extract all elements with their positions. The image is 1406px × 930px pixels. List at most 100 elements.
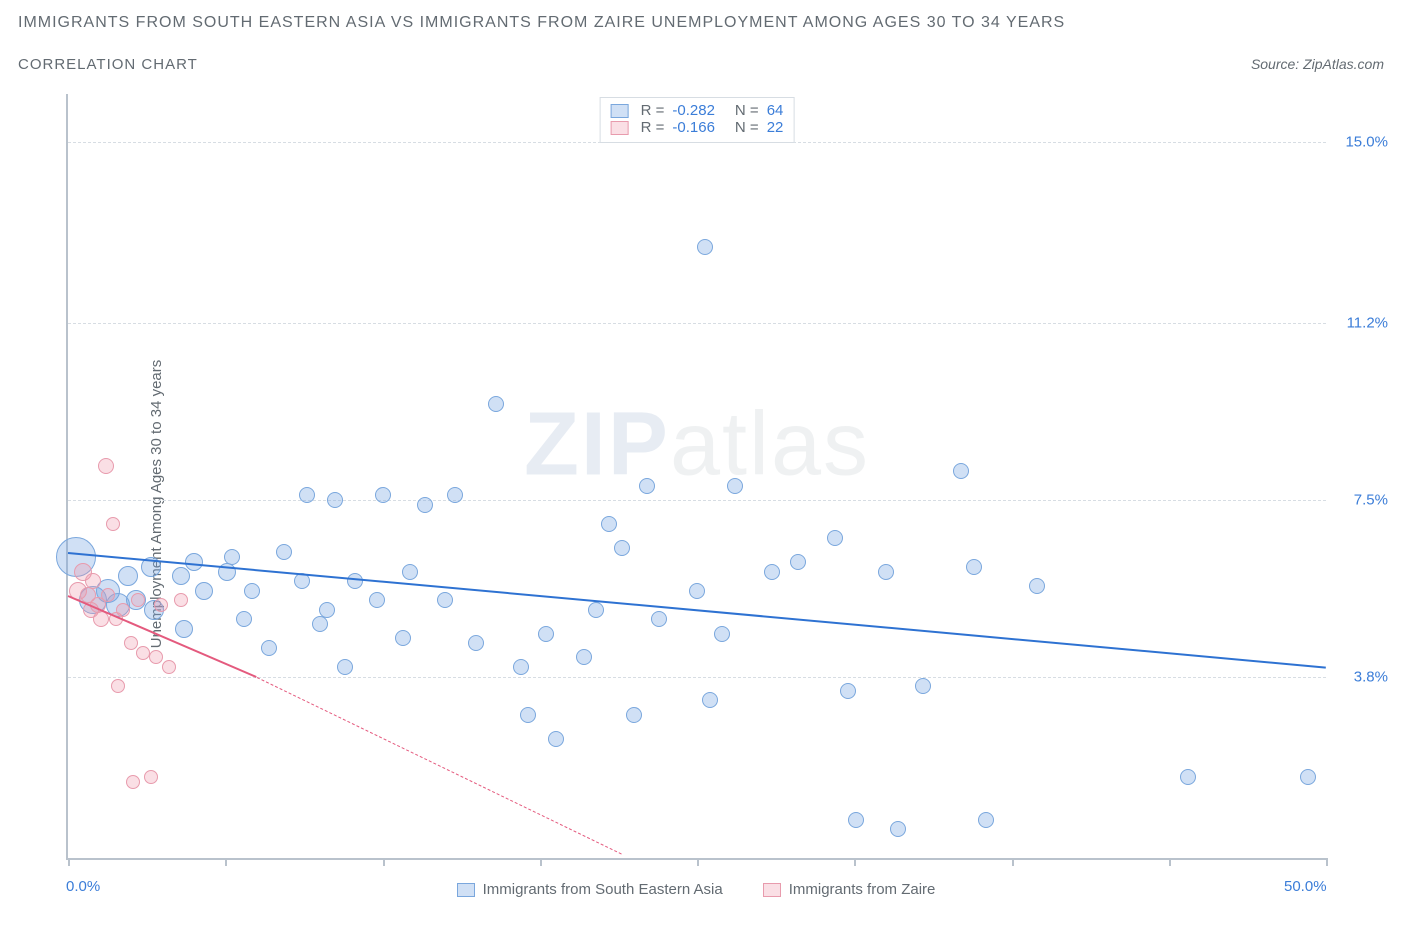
data-point [848, 812, 864, 828]
data-point [978, 812, 994, 828]
x-tick [854, 858, 856, 866]
data-point [588, 602, 604, 618]
stats-row-series-0: R = -0.282 N = 64 [611, 102, 784, 119]
r-value-0: -0.282 [672, 102, 715, 119]
gridline [68, 323, 1326, 324]
data-point [626, 707, 642, 723]
data-point [195, 582, 213, 600]
data-point [347, 573, 363, 589]
legend-label-0: Immigrants from South Eastern Asia [483, 881, 723, 898]
stats-row-series-1: R = -0.166 N = 22 [611, 119, 784, 136]
data-point [639, 478, 655, 494]
data-point [174, 593, 188, 607]
data-point [337, 659, 353, 675]
data-point [878, 564, 894, 580]
chart-container: Unemployment Among Ages 30 to 34 years Z… [18, 88, 1396, 920]
data-point [697, 239, 713, 255]
data-point [312, 616, 328, 632]
trend-line [256, 677, 621, 855]
data-point [764, 564, 780, 580]
data-point [111, 679, 125, 693]
data-point [244, 583, 260, 599]
data-point [790, 554, 806, 570]
data-point [1029, 578, 1045, 594]
n-label-1: N = [735, 119, 759, 136]
data-point [319, 602, 335, 618]
trend-line [68, 552, 1326, 669]
data-point [953, 463, 969, 479]
x-tick [697, 858, 699, 866]
y-tick-label: 15.0% [1345, 133, 1388, 150]
y-tick-label: 11.2% [1347, 315, 1388, 332]
y-tick-label: 3.8% [1354, 668, 1388, 685]
data-point [840, 683, 856, 699]
data-point [1180, 769, 1196, 785]
x-tick [1326, 858, 1328, 866]
n-label-0: N = [735, 102, 759, 119]
data-point [124, 636, 138, 650]
data-point [890, 821, 906, 837]
data-point [702, 692, 718, 708]
data-point [149, 650, 163, 664]
data-point [437, 592, 453, 608]
chart-subtitle: CORRELATION CHART [18, 56, 198, 73]
legend-swatch-0 [457, 883, 475, 897]
source-attribution: Source: ZipAtlas.com [1251, 56, 1384, 72]
x-tick [68, 858, 70, 866]
data-point [548, 731, 564, 747]
data-point [118, 566, 138, 586]
data-point [276, 544, 292, 560]
stats-legend: R = -0.282 N = 64 R = -0.166 N = 22 [600, 97, 795, 143]
watermark-atlas: atlas [670, 395, 870, 495]
subtitle-row: CORRELATION CHART Source: ZipAtlas.com [0, 38, 1406, 81]
n-value-1: 22 [767, 119, 784, 136]
legend-swatch-1 [763, 883, 781, 897]
swatch-series-0 [611, 104, 629, 118]
data-point [538, 626, 554, 642]
data-point [488, 396, 504, 412]
data-point [98, 458, 114, 474]
data-point [714, 626, 730, 642]
legend-item-0: Immigrants from South Eastern Asia [457, 881, 723, 898]
r-label-1: R = [641, 119, 665, 136]
data-point [468, 635, 484, 651]
data-point [106, 517, 120, 531]
data-point [966, 559, 982, 575]
data-point [131, 593, 145, 607]
data-point [447, 487, 463, 503]
swatch-series-1 [611, 121, 629, 135]
data-point [175, 620, 193, 638]
data-point [417, 497, 433, 513]
data-point [261, 640, 277, 656]
data-point [614, 540, 630, 556]
y-tick-label: 7.5% [1354, 491, 1388, 508]
data-point [827, 530, 843, 546]
data-point [513, 659, 529, 675]
data-point [162, 660, 176, 674]
data-point [101, 588, 115, 602]
data-point [299, 487, 315, 503]
data-point [126, 775, 140, 789]
data-point [224, 549, 240, 565]
x-tick [1169, 858, 1171, 866]
data-point [395, 630, 411, 646]
watermark: ZIPatlas [524, 394, 870, 497]
data-point [369, 592, 385, 608]
data-point [236, 611, 252, 627]
data-point [1300, 769, 1316, 785]
x-tick [383, 858, 385, 866]
data-point [520, 707, 536, 723]
x-tick [540, 858, 542, 866]
data-point [915, 678, 931, 694]
data-point [375, 487, 391, 503]
x-tick [1012, 858, 1014, 866]
data-point [601, 516, 617, 532]
data-point [651, 611, 667, 627]
gridline [68, 500, 1326, 501]
source-name: ZipAtlas.com [1303, 56, 1384, 72]
x-tick [225, 858, 227, 866]
data-point [154, 598, 168, 612]
data-point [402, 564, 418, 580]
plot-area: ZIPatlas R = -0.282 N = 64 R = -0.166 N … [66, 94, 1326, 860]
data-point [689, 583, 705, 599]
